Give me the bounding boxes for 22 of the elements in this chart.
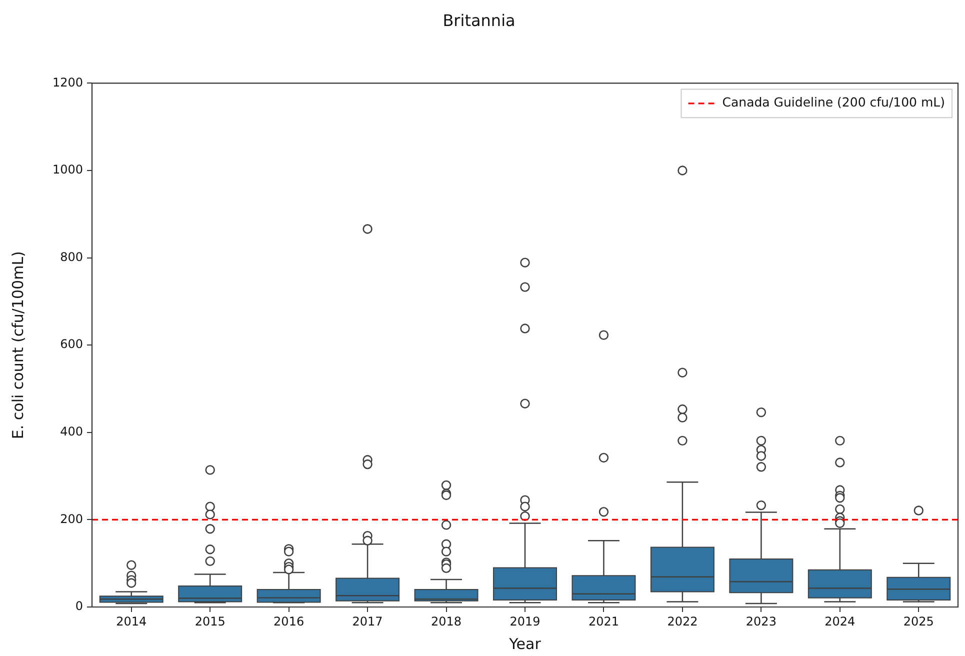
x-tick-label: 2023 <box>746 614 776 628</box>
y-tick-label: 600 <box>60 337 83 352</box>
x-tick-label: 2024 <box>824 614 856 628</box>
y-axis-title: E. coli count (cfu/100mL) <box>8 251 27 440</box>
y-tick-label: 200 <box>60 512 83 526</box>
x-tick-label: 2021 <box>588 614 619 628</box>
legend-label: Canada Guideline (200 cfu/100 mL) <box>722 94 946 110</box>
chart-title: Britannia <box>442 10 516 30</box>
y-tick-label: 800 <box>60 250 83 264</box>
y-tick-label: 0 <box>75 599 83 614</box>
x-tick-label: 2022 <box>667 614 698 628</box>
y-tick-label: 1200 <box>52 75 83 90</box>
x-tick-label: 2014 <box>116 614 147 628</box>
x-tick-label: 2025 <box>903 614 934 628</box>
x-tick-label: 2016 <box>274 614 304 628</box>
y-tick-label: 400 <box>60 424 83 439</box>
x-axis-title: Year <box>508 634 542 653</box>
x-tick-label: 2019 <box>510 614 540 628</box>
x-tick-label: 2018 <box>431 614 462 628</box>
x-tick-label: 2015 <box>194 614 226 628</box>
y-tick-label: 1000 <box>52 162 83 177</box>
x-tick-label: 2017 <box>352 614 383 628</box>
